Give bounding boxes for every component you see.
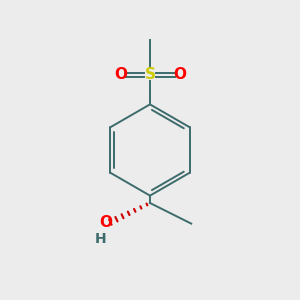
Text: H: H: [95, 232, 106, 246]
Text: O: O: [99, 214, 112, 230]
Text: S: S: [145, 68, 155, 82]
Text: O: O: [173, 68, 186, 82]
Text: O: O: [114, 68, 127, 82]
